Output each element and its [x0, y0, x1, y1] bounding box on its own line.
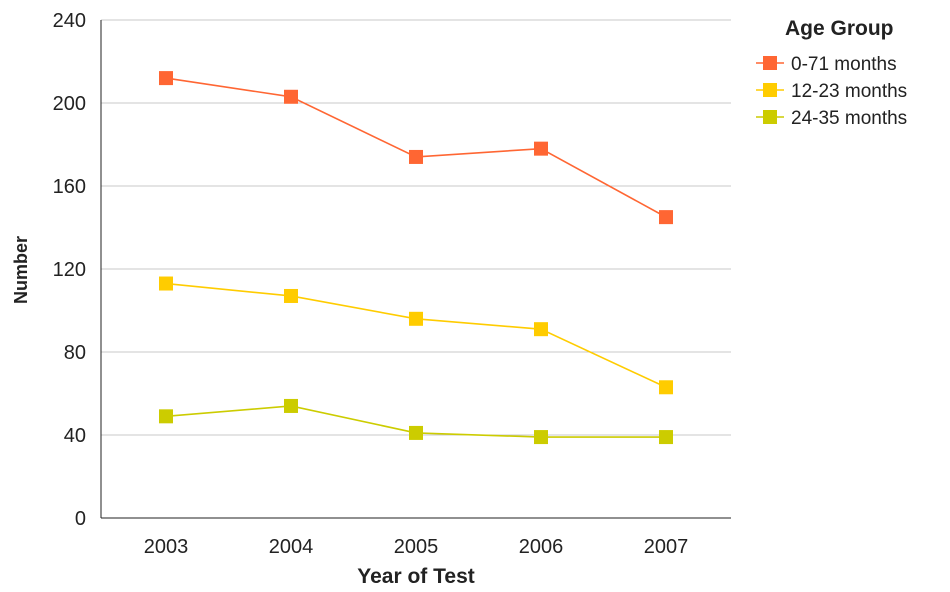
data-point-marker — [159, 409, 173, 424]
y-axis-title: Number — [11, 236, 31, 304]
x-tick-labels: 2003 2004 2005 2006 2007 — [144, 536, 689, 558]
data-point-marker — [659, 210, 673, 225]
legend-label: 12-23 months — [791, 81, 907, 102]
series-1 — [159, 71, 673, 225]
data-point-marker — [534, 141, 548, 156]
x-tick-label: 2006 — [519, 536, 564, 558]
data-point-marker — [534, 322, 548, 337]
data-point-marker — [659, 430, 673, 445]
series-group — [159, 71, 673, 445]
legend-item: 0-71 months — [756, 54, 897, 75]
y-tick-label: 120 — [53, 259, 86, 281]
legend-item: 12-23 months — [756, 81, 907, 102]
y-tick-label: 200 — [53, 93, 86, 115]
x-tick-label: 2004 — [269, 536, 314, 558]
data-point-marker — [659, 380, 673, 395]
legend-label: 0-71 months — [791, 54, 897, 75]
legend-item: 24-35 months — [756, 108, 907, 129]
y-tick-label: 40 — [64, 425, 86, 447]
y-tick-label: 160 — [53, 176, 86, 198]
data-point-marker — [534, 430, 548, 445]
x-tick-label: 2005 — [394, 536, 439, 558]
data-point-marker — [159, 71, 173, 86]
x-tick-label: 2007 — [644, 536, 689, 558]
legend-title: Age Group — [785, 17, 894, 40]
series-line — [165, 77, 667, 218]
y-tick-label: 80 — [64, 342, 86, 364]
legend-marker — [763, 110, 777, 124]
y-tick-label: 0 — [75, 508, 86, 530]
legend: Age Group 0-71 months 12-23 months 24-35 m… — [756, 17, 907, 129]
axes — [100, 20, 731, 519]
y-tick-labels: 0 40 80 120 160 200 240 — [53, 10, 86, 530]
x-tick-label: 2003 — [144, 536, 189, 558]
y-tick-label: 240 — [53, 10, 86, 32]
data-point-marker — [159, 276, 173, 291]
data-point-marker — [284, 89, 298, 104]
legend-marker — [763, 56, 777, 70]
legend-marker — [763, 83, 777, 97]
series-line — [165, 282, 667, 389]
series-3 — [159, 398, 673, 445]
data-point-marker — [409, 149, 423, 164]
data-point-marker — [284, 398, 298, 413]
data-point-marker — [409, 425, 423, 440]
data-point-marker — [284, 288, 298, 303]
legend-label: 24-35 months — [791, 108, 907, 129]
series-2 — [159, 276, 673, 395]
data-point-marker — [409, 311, 423, 326]
gridlines — [101, 19, 731, 436]
x-axis-title: Year of Test — [357, 565, 475, 588]
